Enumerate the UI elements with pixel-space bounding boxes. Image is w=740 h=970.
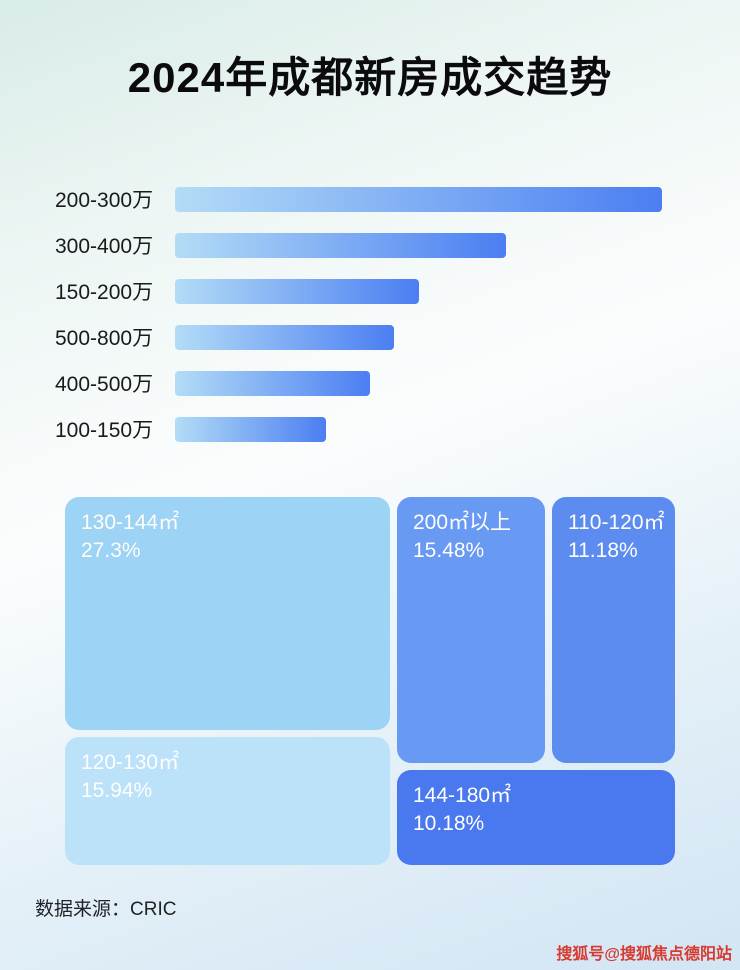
bar-category-label: 150-200万 xyxy=(55,281,154,304)
treemap-block-label: 130-144㎡ xyxy=(81,511,180,534)
bar-track xyxy=(175,186,662,212)
bar xyxy=(175,324,395,350)
watermark: 搜狐号@搜狐焦点德阳站 xyxy=(556,946,732,963)
treemap-block-144-180: 144-180㎡ 10.18% xyxy=(397,770,675,865)
bar-track xyxy=(175,278,662,304)
treemap-block-120-130: 120-130㎡ 15.94% xyxy=(65,737,390,865)
bar-category-label: 200-300万 xyxy=(55,189,154,212)
treemap-block-110-120: 110-120㎡ 11.18% xyxy=(552,497,675,763)
bar xyxy=(175,232,507,258)
data-source-label: 数据来源：CRIC xyxy=(35,899,177,920)
bar xyxy=(175,278,419,304)
bar-category-label: 500-800万 xyxy=(55,327,154,350)
bar-row: 200-300万 xyxy=(0,176,740,222)
treemap-block-percent: 15.48% xyxy=(413,539,485,563)
bar-category-label: 400-500万 xyxy=(55,373,154,396)
bar-category-label: 100-150万 xyxy=(55,419,154,442)
bar xyxy=(175,370,370,396)
bar-row: 100-150万 xyxy=(0,406,740,452)
bar xyxy=(175,186,662,212)
bar-row: 500-800万 xyxy=(0,314,740,360)
bar-track xyxy=(175,416,662,442)
bar xyxy=(175,416,326,442)
treemap-block-label: 144-180㎡ xyxy=(413,784,512,807)
treemap-block-130-144: 130-144㎡ 27.3% xyxy=(65,497,390,730)
treemap-block-label: 120-130㎡ xyxy=(81,751,180,774)
treemap-block-percent: 10.18% xyxy=(413,812,485,836)
bar-chart-rows: 200-300万 300-400万 150-200万 500-800万 400-500万… xyxy=(0,176,740,452)
page-title: 2024年成都新房成交趋势 xyxy=(127,54,613,101)
treemap-block-percent: 27.3% xyxy=(81,539,141,563)
treemap-block-percent: 15.94% xyxy=(81,779,153,803)
treemap-block-percent: 11.18% xyxy=(568,539,638,563)
bar-track xyxy=(175,370,662,396)
bar-track xyxy=(175,232,662,258)
bar-category-label: 300-400万 xyxy=(55,235,154,258)
bar-chart: 200-300万 300-400万 150-200万 500-800万 400-500万… xyxy=(0,176,740,452)
treemap-block-label: 110-120㎡ xyxy=(568,511,665,534)
treemap: 130-144㎡ 27.3% 200㎡以上 15.48% 110-120㎡ 11… xyxy=(65,497,675,865)
bar-track xyxy=(175,324,662,350)
treemap-block-label: 200㎡以上 xyxy=(413,511,512,534)
bar-row: 150-200万 xyxy=(0,268,740,314)
treemap-block-200-plus: 200㎡以上 15.48% xyxy=(397,497,545,763)
bar-row: 300-400万 xyxy=(0,222,740,268)
bar-row: 400-500万 xyxy=(0,360,740,406)
